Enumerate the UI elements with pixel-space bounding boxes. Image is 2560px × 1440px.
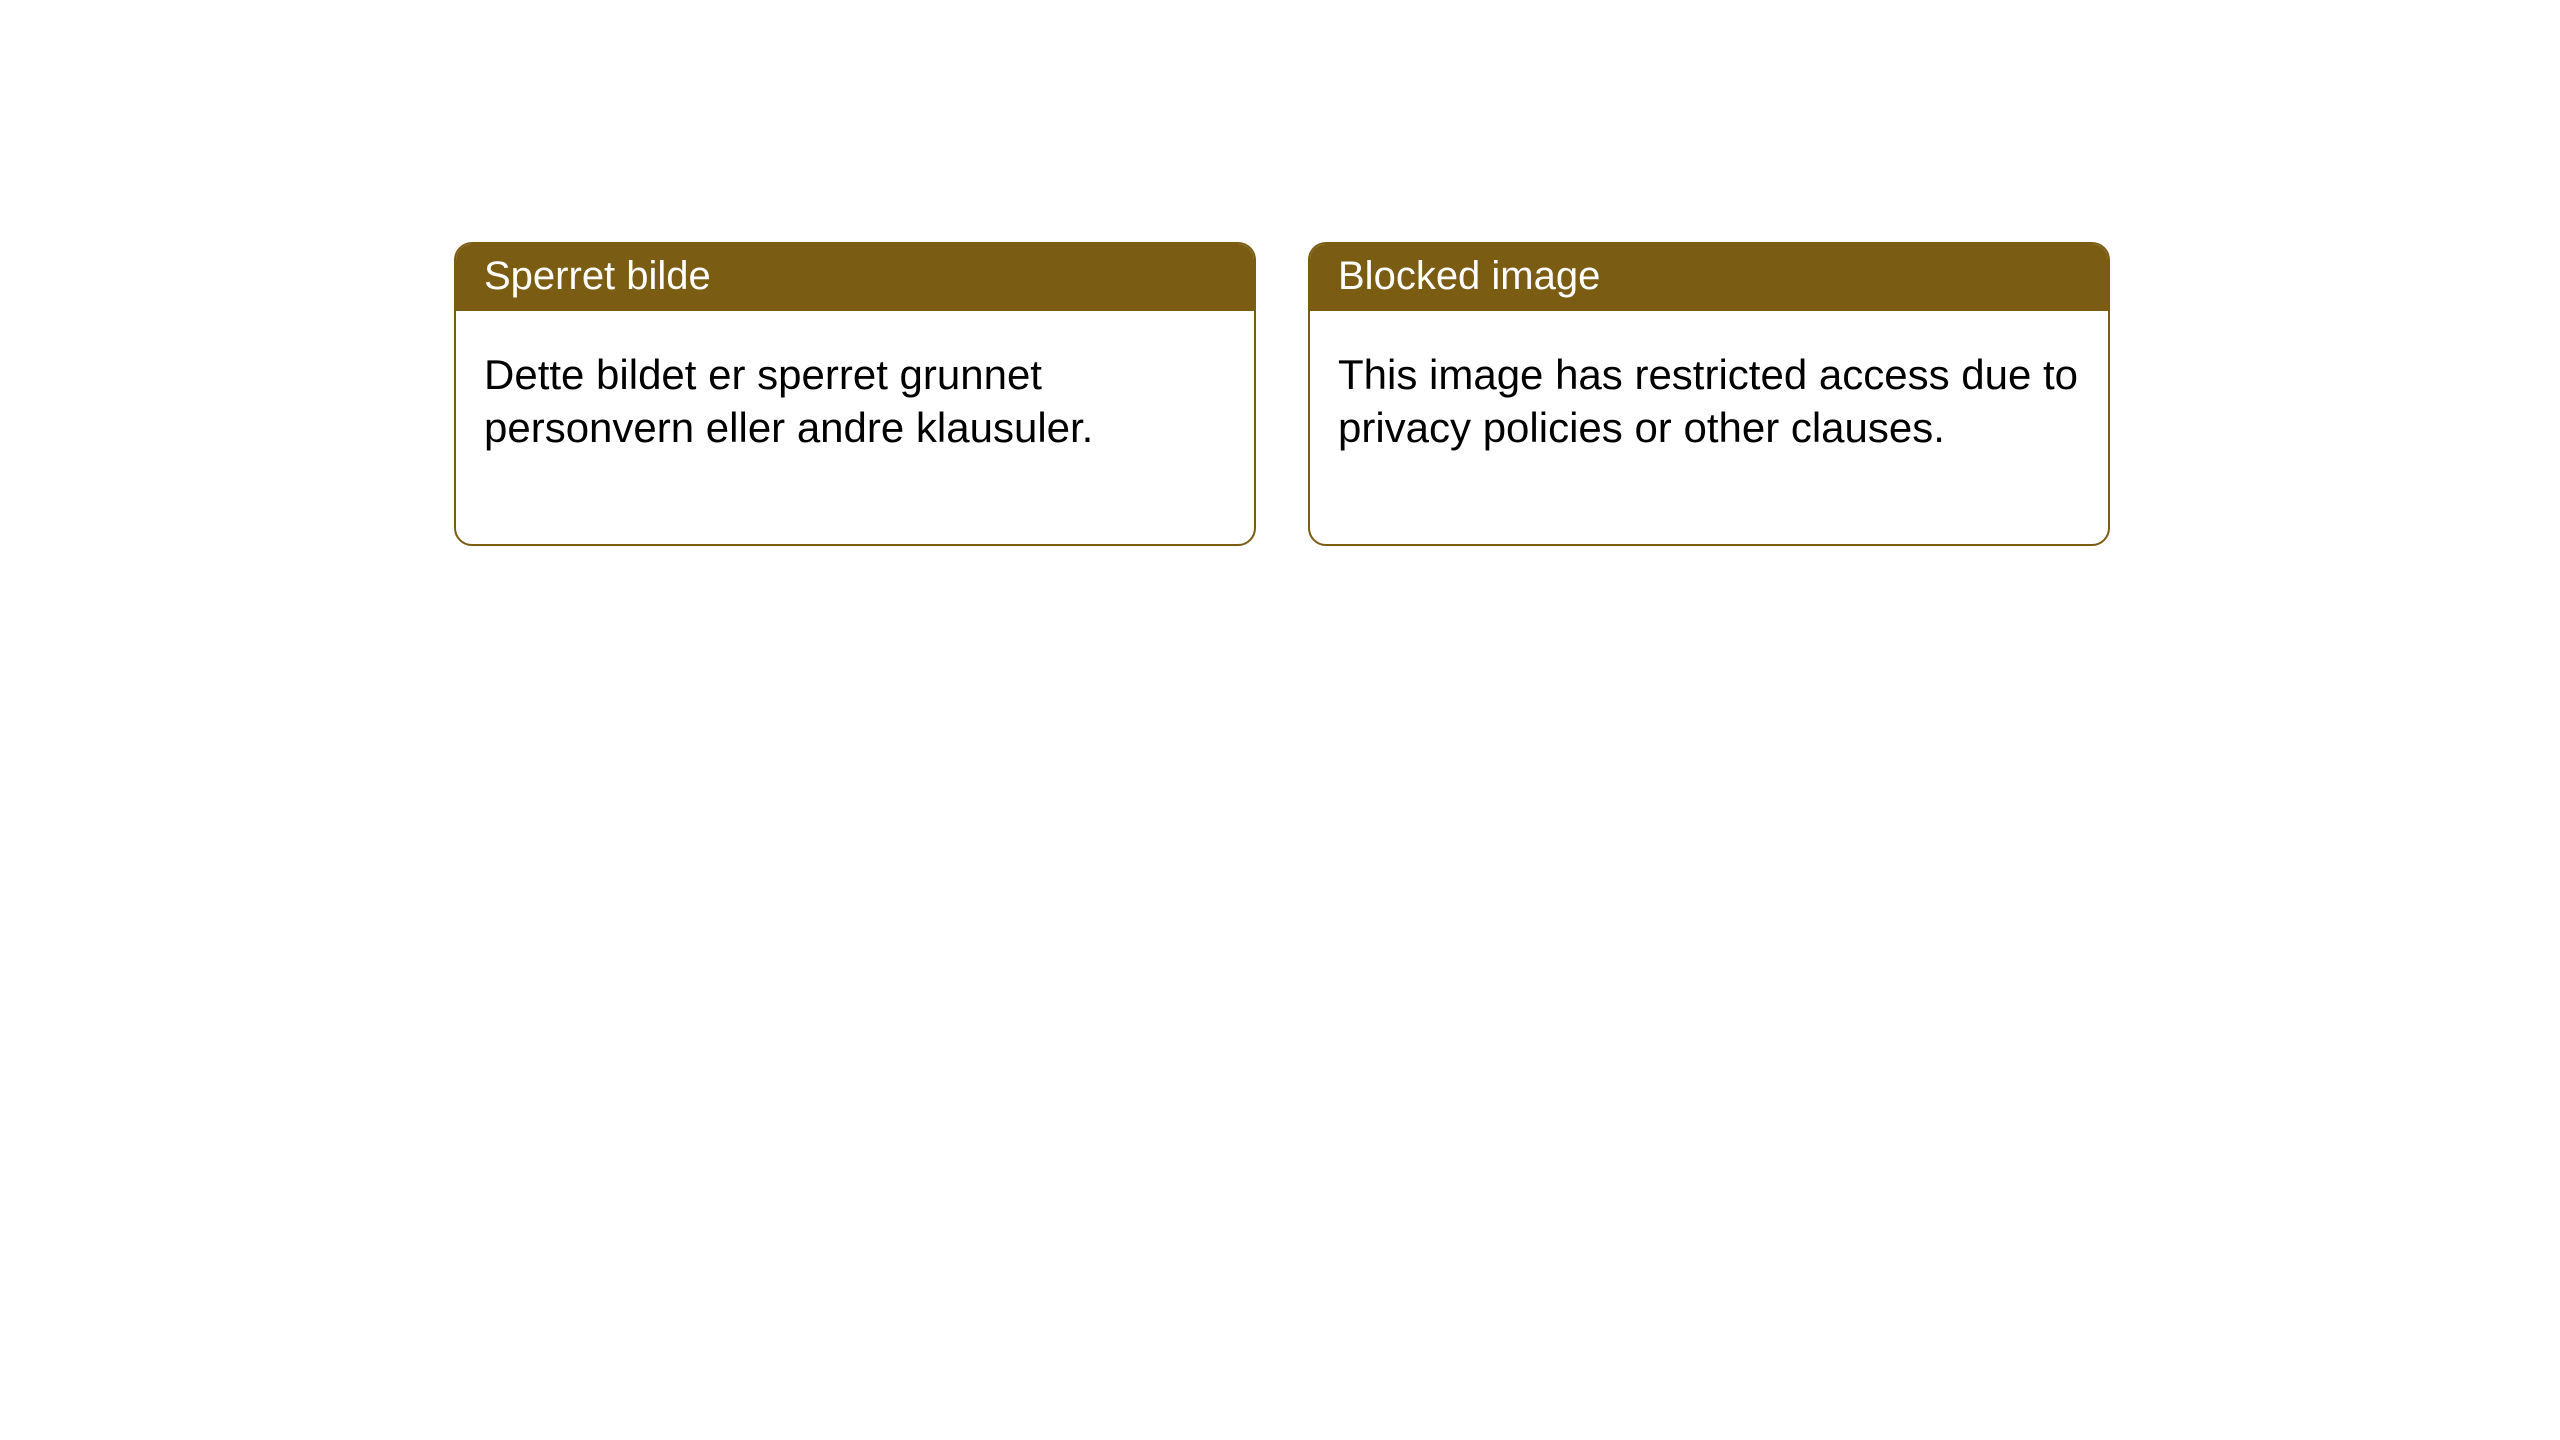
notice-title: Blocked image [1338,254,1600,298]
notice-card-body: This image has restricted access due to … [1310,311,2108,544]
notice-card-english: Blocked image This image has restricted … [1308,242,2110,546]
notice-card-norwegian: Sperret bilde Dette bildet er sperret gr… [454,242,1256,546]
notice-cards-container: Sperret bilde Dette bildet er sperret gr… [454,242,2110,546]
notice-card-body: Dette bildet er sperret grunnet personve… [456,311,1254,544]
notice-body-text: This image has restricted access due to … [1338,351,2078,451]
notice-title: Sperret bilde [484,254,711,298]
notice-card-header: Sperret bilde [456,244,1254,311]
notice-body-text: Dette bildet er sperret grunnet personve… [484,351,1093,451]
notice-card-header: Blocked image [1310,244,2108,311]
